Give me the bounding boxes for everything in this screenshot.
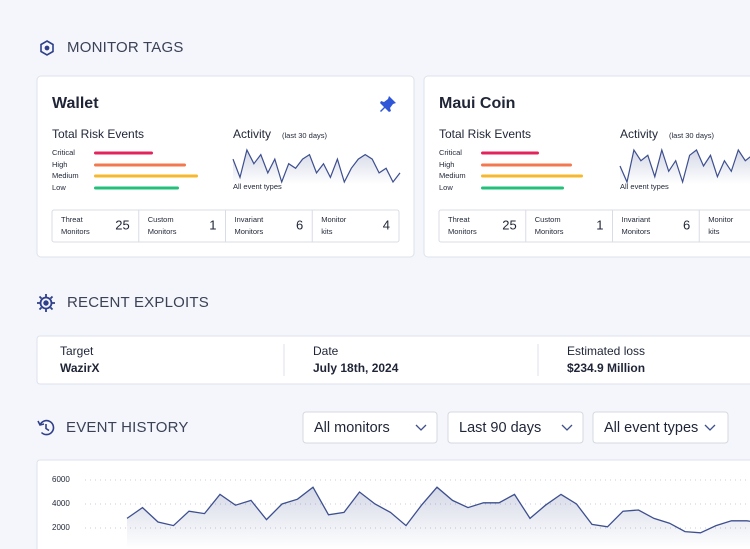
risk-bar bbox=[94, 151, 153, 155]
risk-bar bbox=[481, 151, 539, 155]
chevron bbox=[704, 424, 716, 431]
stat-label: kits bbox=[708, 227, 720, 236]
stat-label: Monitors bbox=[535, 227, 564, 236]
activity-period: (last 30 days) bbox=[282, 131, 328, 140]
y-tick-label: 6000 bbox=[52, 475, 70, 484]
activity-line bbox=[619, 147, 750, 185]
filter-dropdown[interactable]: Last 90 days bbox=[447, 411, 584, 444]
stat-label: Custom bbox=[535, 215, 561, 224]
section-title: EVENT HISTORY bbox=[66, 419, 189, 436]
chevron bbox=[561, 424, 573, 431]
filter-dropdown[interactable]: All monitors bbox=[302, 411, 438, 444]
y-tick-label: 4000 bbox=[52, 499, 70, 508]
exploit-value: WazirX bbox=[60, 361, 100, 375]
stat-value: 6 bbox=[296, 217, 303, 232]
risk-label: Low bbox=[52, 183, 66, 192]
stat-label: Monitor bbox=[708, 215, 734, 224]
activity-area bbox=[620, 150, 750, 184]
stat-label: Monitors bbox=[61, 227, 90, 236]
stat-value: 6 bbox=[683, 217, 690, 232]
section-title: RECENT EXPLOITS bbox=[67, 294, 209, 311]
risk-bar bbox=[94, 186, 179, 190]
activity-caption: All event types bbox=[233, 182, 282, 191]
cards: Wallet Total Risk Events Critical High Mediu… bbox=[36, 75, 750, 258]
stat-value: 1 bbox=[596, 217, 603, 232]
chevron bbox=[415, 424, 427, 431]
activity-period: (last 30 days) bbox=[669, 131, 715, 140]
monitor-card[interactable]: Maui Coin Total Risk Events Critical High Me… bbox=[423, 75, 750, 258]
risk-bar bbox=[481, 186, 564, 190]
activity-area bbox=[233, 150, 400, 184]
dropdown-box bbox=[302, 411, 438, 444]
stat-label: kits bbox=[321, 227, 333, 236]
exploit-label: Estimated loss bbox=[567, 344, 645, 358]
exploits-icon bbox=[37, 294, 55, 312]
history-icon bbox=[37, 419, 55, 436]
pin-icon[interactable] bbox=[380, 96, 396, 112]
stat-label: Monitors bbox=[448, 227, 477, 236]
stat-label: Threat bbox=[61, 215, 84, 224]
risk-label: Critical bbox=[52, 148, 75, 157]
risk-label: High bbox=[52, 160, 67, 169]
stat-label: Invariant bbox=[622, 215, 652, 224]
y-tick-label: 2000 bbox=[52, 523, 70, 532]
stat-label: Monitors bbox=[235, 227, 264, 236]
stat-label: Threat bbox=[448, 215, 471, 224]
monitor-card[interactable]: Wallet Total Risk Events Critical High Mediu… bbox=[36, 75, 415, 258]
risk-bar bbox=[481, 163, 572, 167]
activity-title: Activity bbox=[620, 127, 658, 141]
card-title: Wallet bbox=[52, 95, 99, 112]
dropdown-box bbox=[592, 411, 729, 444]
stat-label: Monitors bbox=[148, 227, 177, 236]
risk-title: Total Risk Events bbox=[52, 127, 144, 141]
exploit-value: $234.9 Million bbox=[567, 361, 645, 375]
section-title: MONITOR TAGS bbox=[67, 39, 184, 56]
exploit-label: Date bbox=[313, 344, 339, 358]
risk-bar bbox=[481, 174, 583, 178]
monitor-tags-icon bbox=[40, 40, 54, 56]
stat-value: 1 bbox=[209, 217, 216, 232]
stats-box bbox=[438, 209, 750, 243]
risk-label: High bbox=[439, 160, 454, 169]
stat-label: Monitor bbox=[321, 215, 347, 224]
dropdown-label: Last 90 days bbox=[459, 420, 541, 436]
activity-caption: All event types bbox=[620, 182, 669, 191]
dropdown-box bbox=[447, 411, 584, 444]
stat-value: 4 bbox=[383, 217, 390, 232]
line bbox=[126, 486, 750, 534]
risk-label: Medium bbox=[52, 171, 79, 180]
exploit-value: July 18th, 2024 bbox=[313, 361, 399, 375]
risk-bar bbox=[94, 163, 186, 167]
activity-line bbox=[232, 148, 401, 184]
activity-title: Activity bbox=[233, 127, 271, 141]
stat-value: 25 bbox=[115, 217, 129, 232]
exploit-box bbox=[36, 335, 750, 385]
stat-label: Monitors bbox=[622, 227, 651, 236]
risk-label: Medium bbox=[439, 171, 466, 180]
risk-label: Critical bbox=[439, 148, 462, 157]
area bbox=[127, 487, 750, 549]
dropdown-label: All event types bbox=[604, 420, 698, 436]
risk-title: Total Risk Events bbox=[439, 127, 531, 141]
exploit-label: Target bbox=[60, 344, 94, 358]
stat-value: 25 bbox=[502, 217, 516, 232]
risk-bar bbox=[94, 174, 198, 178]
stat-label: Invariant bbox=[235, 215, 265, 224]
stat-label: Custom bbox=[148, 215, 174, 224]
filter-dropdown[interactable]: All event types bbox=[592, 411, 729, 444]
risk-label: Low bbox=[439, 183, 453, 192]
dropdown-label: All monitors bbox=[314, 420, 390, 436]
card-title: Maui Coin bbox=[439, 95, 515, 112]
